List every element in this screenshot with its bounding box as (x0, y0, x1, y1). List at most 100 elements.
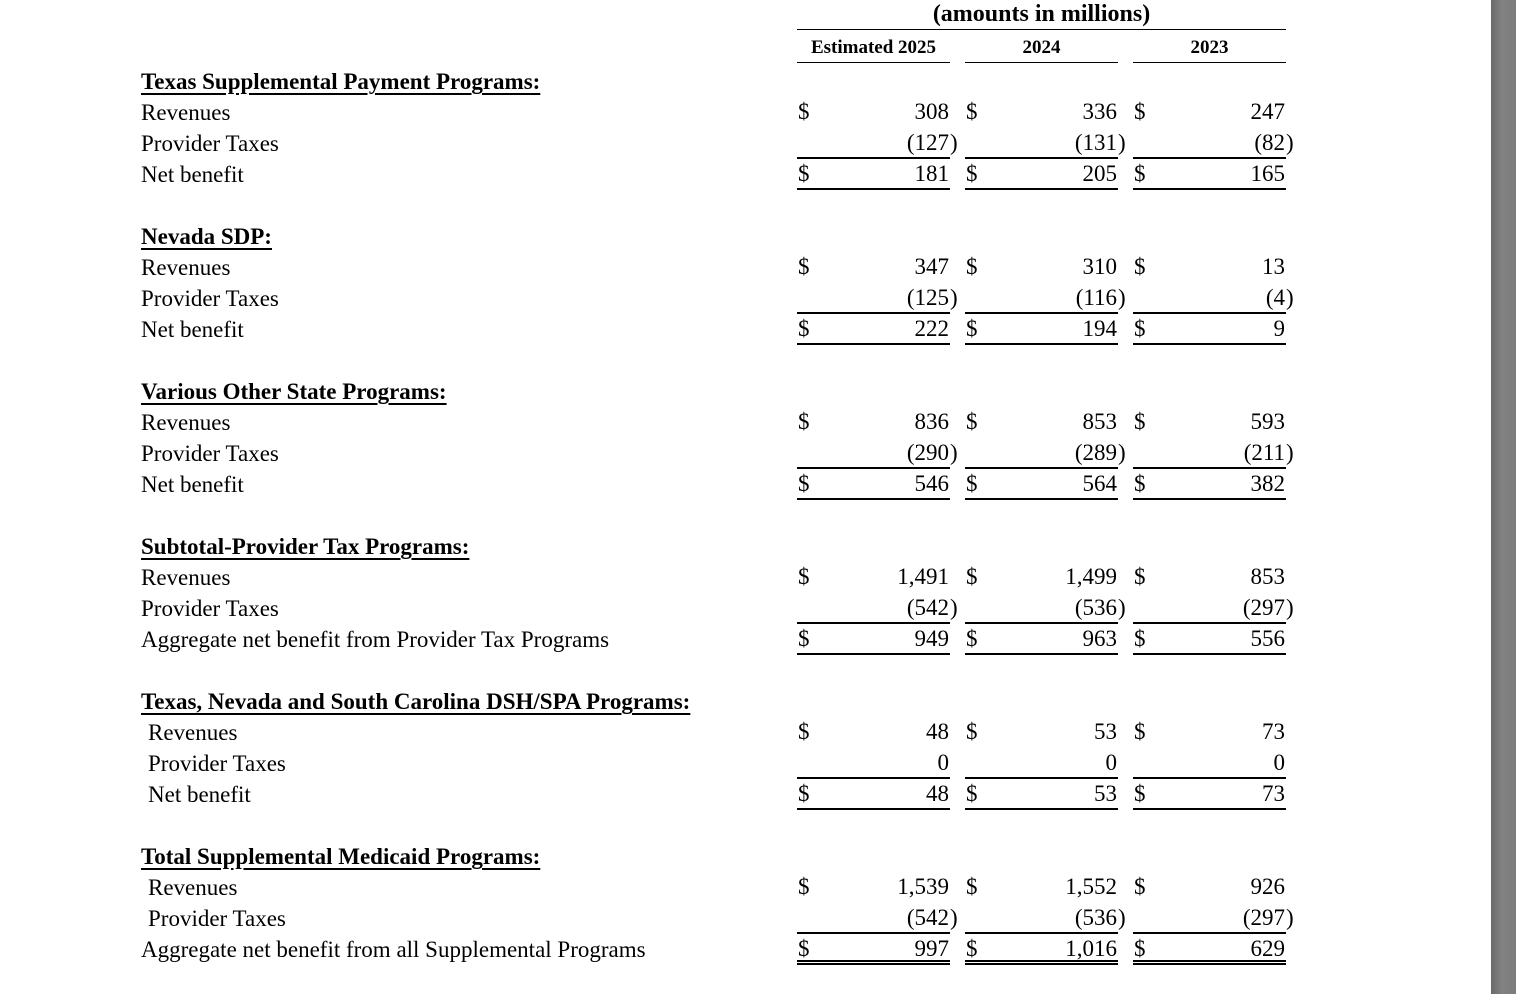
value-region: $546 (797, 469, 950, 500)
value-cell: $347 (797, 252, 965, 283)
table-body: Texas Supplemental Payment Programs: Reve… (0, 66, 1340, 996)
value-cell: $53 (965, 779, 1133, 810)
currency-symbol: $ (798, 316, 810, 341)
currency-symbol: $ (1134, 719, 1146, 744)
cell-value: (131 (1074, 130, 1117, 155)
column-header-2024: 2024 (965, 36, 1118, 63)
value-cell: (211) (1133, 438, 1301, 469)
vertical-scrollbar[interactable] (1491, 0, 1516, 994)
value-region: (297 (1133, 593, 1286, 624)
cell-value: 308 (914, 99, 950, 124)
value-cell: $853 (1133, 562, 1301, 593)
cell-value: 48 (926, 781, 949, 806)
value-region: 0 (1133, 748, 1286, 779)
table-row: Provider Taxes (290) (289) (211) (0, 438, 1340, 469)
value-cell: $963 (965, 624, 1133, 655)
paren-overhang (1286, 562, 1301, 593)
value-cell: $853 (965, 407, 1133, 438)
table-header: (amounts in millions) Estimated 2025 202… (797, 0, 1286, 63)
cell-value: (536 (1074, 595, 1117, 620)
table-row: Provider Taxes (127) (131) (82) (0, 128, 1340, 159)
paren-overhang (950, 159, 965, 190)
cell-value: 564 (1082, 471, 1118, 496)
value-region: (82 (1133, 128, 1286, 159)
currency-symbol: $ (1134, 936, 1146, 961)
cell-value: (290 (906, 440, 949, 465)
cell-value: 48 (926, 719, 949, 744)
cell-value: 1,491 (897, 564, 949, 589)
value-region: (290 (797, 438, 950, 469)
row-label: Revenues (141, 410, 231, 435)
value-cell: (125) (797, 283, 965, 314)
value-region: $347 (797, 252, 950, 283)
value-region: $53 (965, 717, 1118, 748)
value-cell: $629 (1133, 934, 1301, 965)
value-region: $963 (965, 624, 1118, 655)
value-region: (131 (965, 128, 1118, 159)
value-region: (289 (965, 438, 1118, 469)
currency-symbol: $ (966, 874, 978, 899)
cell-value: (542 (906, 595, 949, 620)
value-cell: (297) (1133, 903, 1301, 934)
paren-overhang: ) (1118, 130, 1126, 155)
table-row: Provider Taxes (125) (116) (4) (0, 283, 1340, 314)
cell-value: 0 (937, 750, 950, 775)
paren-overhang (1286, 748, 1301, 779)
table-row: Provider Taxes 0 0 0 (0, 748, 1340, 779)
value-region: $165 (1133, 159, 1286, 190)
row-label: Aggregate net benefit from Provider Tax … (141, 627, 610, 652)
paren-overhang (1118, 779, 1133, 810)
cell-value: 963 (1082, 626, 1118, 651)
cell-value: 382 (1250, 471, 1286, 496)
table-section: Total Supplemental Medicaid Programs: Rev… (0, 841, 1340, 965)
cell-value: (4 (1265, 285, 1285, 310)
value-region: $853 (965, 407, 1118, 438)
row-label: Net benefit (141, 317, 244, 342)
paren-overhang: ) (1286, 440, 1294, 465)
paren-overhang (1118, 717, 1133, 748)
cell-value: (125 (906, 285, 949, 310)
paren-overhang (1286, 872, 1301, 903)
value-cell: (290) (797, 438, 965, 469)
paren-overhang (1118, 97, 1133, 128)
row-label: Provider Taxes (141, 596, 279, 621)
value-region: (211 (1133, 438, 1286, 469)
paren-overhang (950, 748, 965, 779)
value-region: $1,499 (965, 562, 1118, 593)
table-row: Provider Taxes (542) (536) (297) (0, 593, 1340, 624)
cell-value: (211 (1243, 440, 1285, 465)
value-region: $1,016 (965, 934, 1118, 965)
currency-symbol: $ (798, 254, 810, 279)
value-region: $1,552 (965, 872, 1118, 903)
currency-symbol: $ (1134, 874, 1146, 899)
paren-overhang (1286, 624, 1301, 655)
value-region: $310 (965, 252, 1118, 283)
paren-overhang (1286, 314, 1301, 345)
value-cell: (4) (1133, 283, 1301, 314)
value-cell: $165 (1133, 159, 1301, 190)
paren-overhang (1118, 934, 1133, 965)
currency-symbol: $ (798, 626, 810, 651)
row-label: Revenues (148, 875, 238, 900)
value-region: $73 (1133, 717, 1286, 748)
cell-value: 194 (1082, 316, 1118, 341)
value-region: (297 (1133, 903, 1286, 934)
column-header-2023: 2023 (1133, 36, 1286, 63)
value-cell: $1,491 (797, 562, 965, 593)
value-cell: $222 (797, 314, 965, 345)
value-cell: $997 (797, 934, 965, 965)
paren-overhang: ) (1118, 285, 1126, 310)
paren-overhang (950, 252, 965, 283)
value-cell: $73 (1133, 717, 1301, 748)
value-region: (116 (965, 283, 1118, 314)
cell-value: 0 (1273, 750, 1286, 775)
cell-value: (542 (906, 905, 949, 930)
table-row: Revenues $1,539 $1,552 $926 (0, 872, 1340, 903)
cell-value: 997 (914, 936, 950, 961)
value-cell: (297) (1133, 593, 1301, 624)
paren-overhang: ) (1286, 905, 1294, 930)
row-label: Provider Taxes (141, 286, 279, 311)
paren-overhang (950, 779, 965, 810)
cell-value: 593 (1250, 409, 1286, 434)
currency-symbol: $ (798, 874, 810, 899)
